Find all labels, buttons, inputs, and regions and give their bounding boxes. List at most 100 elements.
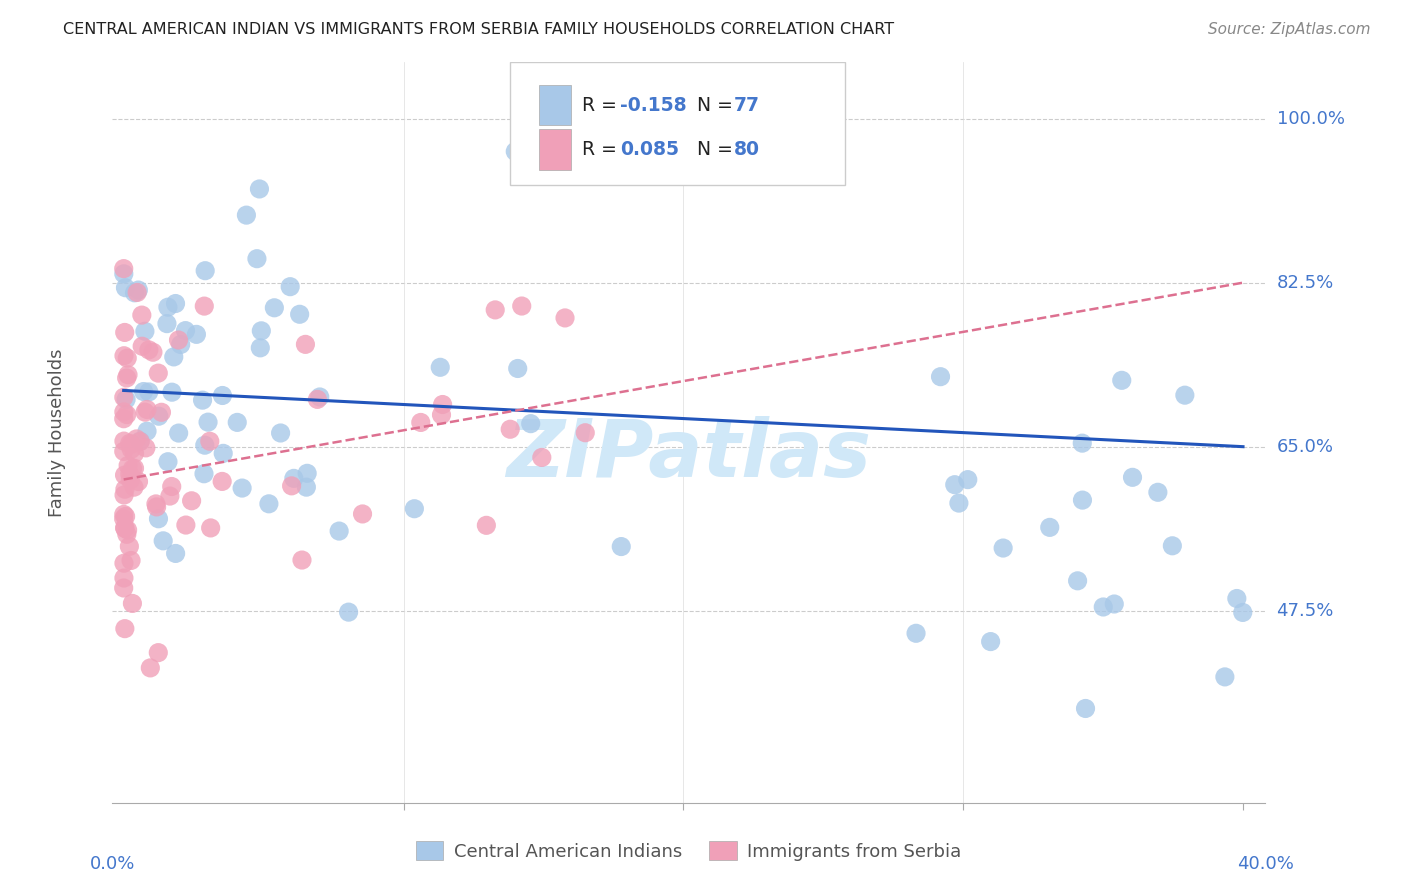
Point <box>145 500 167 514</box>
Point <box>115 392 138 407</box>
Point <box>125 432 148 446</box>
Point <box>283 471 305 485</box>
Point <box>115 351 138 366</box>
Point <box>1226 591 1249 606</box>
Bar <box>538 129 571 169</box>
Point <box>1071 436 1094 450</box>
Text: CENTRAL AMERICAN INDIAN VS IMMIGRANTS FROM SERBIA FAMILY HOUSEHOLDS CORRELATION : CENTRAL AMERICAN INDIAN VS IMMIGRANTS FR… <box>63 22 894 37</box>
Point <box>127 475 149 489</box>
Text: 77: 77 <box>734 95 759 115</box>
Point <box>475 518 498 533</box>
Point <box>114 521 136 535</box>
Text: R =: R = <box>582 140 623 160</box>
Point <box>197 415 219 429</box>
Point <box>250 324 273 338</box>
Point <box>295 480 318 494</box>
Point <box>121 596 143 610</box>
Point <box>291 553 314 567</box>
Text: -0.158: -0.158 <box>620 95 686 115</box>
Text: N =: N = <box>686 95 740 115</box>
Text: R =: R = <box>582 95 623 115</box>
Text: ZIPatlas: ZIPatlas <box>506 416 872 494</box>
Point <box>295 467 318 481</box>
Point <box>246 252 269 266</box>
Point <box>503 145 526 159</box>
Text: Source: ZipAtlas.com: Source: ZipAtlas.com <box>1208 22 1371 37</box>
Point <box>138 384 160 399</box>
Point <box>956 473 979 487</box>
Point <box>1066 574 1088 588</box>
Bar <box>538 85 571 126</box>
Point <box>127 285 149 300</box>
Point <box>180 493 202 508</box>
Point <box>280 479 302 493</box>
Point <box>1074 701 1097 715</box>
Point <box>193 467 215 481</box>
Point <box>134 324 156 338</box>
Point <box>129 434 152 449</box>
Text: 0.0%: 0.0% <box>90 855 135 872</box>
Text: Family Households: Family Households <box>48 349 66 516</box>
Point <box>114 326 136 340</box>
Point <box>211 388 233 402</box>
Point <box>1092 599 1115 614</box>
Point <box>337 605 360 619</box>
Point <box>270 425 292 440</box>
FancyBboxPatch shape <box>510 62 845 185</box>
Point <box>120 442 142 457</box>
Text: 47.5%: 47.5% <box>1277 602 1334 620</box>
Point <box>554 310 576 325</box>
Point <box>115 408 138 422</box>
Point <box>122 480 145 494</box>
Point <box>198 434 221 449</box>
Text: 40.0%: 40.0% <box>1237 855 1294 872</box>
Point <box>510 299 533 313</box>
Point <box>121 461 143 475</box>
Point <box>519 417 541 431</box>
Point <box>115 527 138 541</box>
Point <box>138 343 160 357</box>
Point <box>112 261 135 276</box>
Point <box>148 409 170 424</box>
Point <box>124 461 146 475</box>
Point <box>112 571 135 585</box>
Point <box>432 397 454 411</box>
Point <box>160 479 183 493</box>
Point <box>118 467 141 482</box>
Point <box>112 434 135 449</box>
Point <box>211 475 233 489</box>
Point <box>1104 597 1126 611</box>
Point <box>120 437 142 451</box>
Point <box>112 267 135 281</box>
Point <box>129 434 152 449</box>
Point <box>112 349 135 363</box>
Point <box>136 424 159 438</box>
Point <box>135 441 157 455</box>
Point <box>124 446 146 460</box>
Point <box>112 411 135 425</box>
Point <box>943 477 966 491</box>
Point <box>194 263 217 277</box>
Point <box>127 283 149 297</box>
Point <box>174 518 197 533</box>
Point <box>131 308 153 322</box>
Text: 82.5%: 82.5% <box>1277 274 1334 292</box>
Point <box>148 512 170 526</box>
Point <box>1111 373 1133 387</box>
Point <box>114 482 136 496</box>
Legend: Central American Indians, Immigrants from Serbia: Central American Indians, Immigrants fro… <box>409 834 969 868</box>
Point <box>112 581 135 595</box>
Point <box>1147 485 1170 500</box>
Point <box>574 425 596 440</box>
Point <box>194 438 217 452</box>
Point <box>257 497 280 511</box>
Point <box>150 405 173 419</box>
Point <box>905 626 928 640</box>
Point <box>429 360 451 375</box>
Point <box>165 296 187 310</box>
Point <box>115 371 138 385</box>
Point <box>142 345 165 359</box>
Point <box>114 509 136 524</box>
Point <box>167 333 190 347</box>
Text: 80: 80 <box>734 140 759 160</box>
